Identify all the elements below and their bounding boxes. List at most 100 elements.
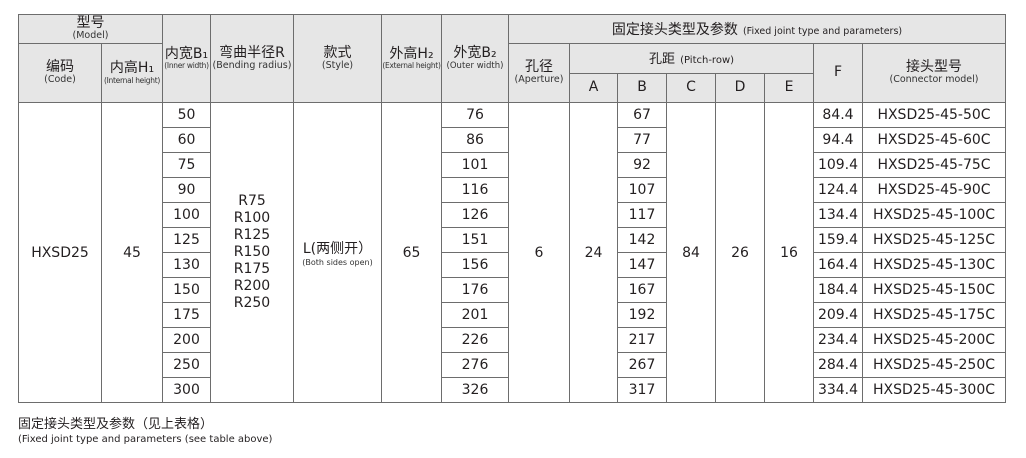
connector-model-cell: HXSD25-45-100C (862, 202, 1006, 228)
connector-model-cell: HXSD25-45-125C (862, 227, 1006, 253)
f-cell: 164.4 (813, 252, 863, 278)
b-cell: 317 (617, 377, 667, 403)
connector-model-cell: HXSD25-45-250C (862, 352, 1006, 378)
inner-width-cell: 100 (162, 202, 211, 228)
b-cell: 192 (617, 302, 667, 328)
b-cell: 107 (617, 177, 667, 203)
fixed-joint-header: 固定接头类型及参数 (Fixed joint type and paramete… (508, 14, 1006, 44)
style-header: 款式 (Style) (293, 14, 382, 103)
code-header: 编码 (Code) (18, 43, 102, 103)
outer-width-cell: 126 (441, 202, 509, 228)
external-height-cn: 外高H₂ (389, 45, 434, 62)
inner-width-en: (Inner width) (164, 61, 209, 71)
spec-table: 型号 (Model) 内宽B₁ (Inner width) 弯曲半径R (Bendin… (18, 14, 1006, 403)
bending-radius-header: 弯曲半径R (Bending radius) (210, 14, 294, 103)
connector-model-cell: HXSD25-45-200C (862, 327, 1006, 353)
f-cell: 124.4 (813, 177, 863, 203)
footer-note-en: (Fixed joint type and parameters (see ta… (18, 434, 273, 445)
code-cell: HXSD25 (18, 102, 102, 403)
inner-width-cell: 300 (162, 377, 211, 403)
table-row: HXSD25 45 50 R75 R100 R125 R150 R175 R200 R… (18, 102, 1006, 403)
d-label: D (734, 79, 746, 96)
c-header: C (666, 73, 716, 103)
model-header: 型号 (Model) (18, 14, 163, 44)
outer-width-cell: 156 (441, 252, 509, 278)
f-cell: 209.4 (813, 302, 863, 328)
external-height-cell: 65 (381, 102, 442, 403)
internal-height-cell: 45 (101, 102, 163, 403)
b-cell: 267 (617, 352, 667, 378)
outer-width-cell: 176 (441, 277, 509, 303)
outer-width-cell: 201 (441, 302, 509, 328)
e-label: E (784, 79, 794, 96)
inner-width-header: 内宽B₁ (Inner width) (162, 14, 211, 103)
inner-width-cell: 50 (162, 102, 211, 128)
connector-model-cell: HXSD25-45-150C (862, 277, 1006, 303)
pitch-row-en: (Pitch-row) (680, 55, 735, 67)
connector-model-header: 接头型号 (Connector model) (862, 43, 1006, 103)
aperture-cell: 6 (508, 102, 570, 403)
a-header: A (569, 73, 618, 103)
connector-model-cell: HXSD25-45-130C (862, 252, 1006, 278)
f-label: F (833, 64, 843, 81)
aperture-header: 孔径 (Aperture) (508, 43, 570, 103)
connector-model-cell: HXSD25-45-60C (862, 127, 1006, 153)
table-row: 300 326 317 334.4 HXSD25-45-300C (19, 377, 1006, 403)
footer-note-cn: 固定接头类型及参数（见上表格） (18, 417, 214, 432)
aperture-en: (Aperture) (514, 74, 564, 86)
inner-width-cell: 125 (162, 227, 211, 253)
f-cell: 184.4 (813, 277, 863, 303)
f-cell: 334.4 (813, 377, 863, 403)
bending-radius-cn: 弯曲半径R (219, 44, 285, 61)
f-cell: 159.4 (813, 227, 863, 253)
connector-model-cell: HXSD25-45-300C (862, 377, 1006, 403)
table-body: HXSD25 45 50 R75 R100 R125 R150 R175 R200 R… (18, 102, 1006, 403)
table-row: 75 101 92 109.4 HXSD25-45-75C (19, 152, 1006, 178)
f-cell: 94.4 (813, 127, 863, 153)
inner-width-cell: 75 (162, 152, 211, 178)
pitch-row-header: 孔距 (Pitch-row) (569, 43, 814, 74)
b-label: B (637, 79, 647, 96)
table-row: 250 276 267 284.4 HXSD25-45-250C (19, 352, 1006, 378)
pitch-row-cn: 孔距 (648, 52, 675, 68)
table-row: 60 86 77 94.4 HXSD25-45-60C (19, 127, 1006, 153)
outer-width-cell: 226 (441, 327, 509, 353)
style-en-value: (Both sides open) (302, 258, 373, 267)
b-cell: 92 (617, 152, 667, 178)
inner-width-cn: 内宽B₁ (164, 45, 209, 62)
outer-width-cell: 116 (441, 177, 509, 203)
fixed-joint-en: (Fixed joint type and parameters) (742, 25, 903, 37)
code-en: (Code) (44, 74, 76, 86)
external-height-header: 外高H₂ (External height) (381, 14, 442, 103)
e-cell: 16 (764, 102, 814, 403)
b-header: B (617, 73, 667, 103)
b-cell: 167 (617, 277, 667, 303)
model-en: (Model) (72, 30, 109, 42)
outer-width-cell: 76 (441, 102, 509, 128)
connector-model-cn: 接头型号 (906, 59, 962, 76)
inner-width-cell: 60 (162, 127, 211, 153)
connector-model-cell: HXSD25-45-75C (862, 152, 1006, 178)
b-cell: 147 (617, 252, 667, 278)
connector-model-cell: HXSD25-45-50C (862, 102, 1006, 128)
outer-width-cell: 326 (441, 377, 509, 403)
table-row: 130 156 147 164.4 HXSD25-45-130C (19, 252, 1006, 278)
code-cn: 编码 (46, 59, 74, 76)
bending-radius-en: (Bending radius) (212, 59, 292, 71)
table-row: 125 151 142 159.4 HXSD25-45-125C (19, 227, 1006, 253)
e-header: E (764, 73, 814, 103)
connector-model-en: (Connector model) (889, 74, 979, 86)
table-row: 100 126 117 134.4 HXSD25-45-100C (19, 202, 1006, 228)
f-cell: 234.4 (813, 327, 863, 353)
internal-height-header: 内高H₁ (Internal height) (101, 43, 163, 103)
b-cell: 77 (617, 127, 667, 153)
f-cell: 134.4 (813, 202, 863, 228)
d-header: D (715, 73, 765, 103)
outer-width-cell: 151 (441, 227, 509, 253)
inner-width-cell: 130 (162, 252, 211, 278)
aperture-cn: 孔径 (525, 59, 553, 76)
b-cell: 217 (617, 327, 667, 353)
a-label: A (588, 79, 599, 96)
outer-width-en: (Outer width) (446, 60, 504, 71)
outer-width-cell: 276 (441, 352, 509, 378)
